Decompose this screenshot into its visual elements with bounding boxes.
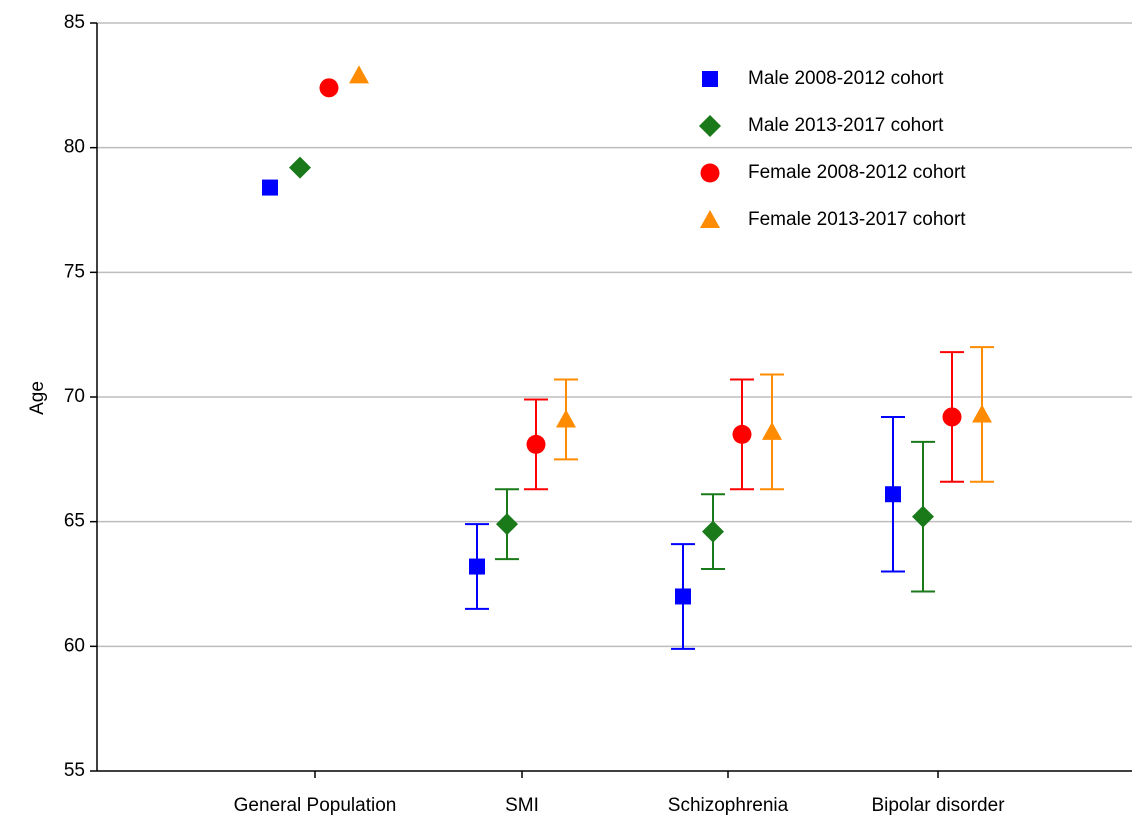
legend-item: Female 2008-2012 cohort (700, 162, 966, 183)
data-markers (262, 65, 992, 605)
x-category-label: SMI (505, 795, 539, 816)
data-point-diamond (912, 505, 934, 528)
legend-item: Male 2008-2012 cohort (702, 68, 944, 89)
data-point-diamond (289, 156, 311, 179)
data-point-square (885, 486, 901, 503)
x-category-label: Bipolar disorder (871, 795, 1005, 816)
data-point-circle (942, 407, 962, 427)
data-point-circle (526, 434, 546, 454)
data-point-square (675, 588, 691, 605)
legend-marker-square (702, 71, 718, 87)
data-point-square (469, 558, 485, 575)
legend-label: Female 2008-2012 cohort (748, 162, 966, 183)
legend-item: Female 2013-2017 cohort (700, 209, 966, 230)
x-category-labels: General Population SMI Schizophrenia Bipola… (234, 795, 1006, 816)
legend-marker-circle (700, 163, 720, 183)
error-bars (465, 346, 994, 650)
y-axis-title: Age (27, 381, 48, 415)
y-tick-label: 55 (64, 760, 85, 781)
x-category-label: Schizophrenia (668, 795, 789, 816)
y-tick-label: 60 (64, 635, 85, 656)
legend-label: Male 2008-2012 cohort (748, 68, 944, 89)
legend-label: Male 2013-2017 cohort (748, 115, 944, 136)
data-point-circle (319, 78, 339, 98)
y-tick-label: 80 (64, 137, 85, 158)
axes (90, 22, 1132, 778)
legend-marker-triangle (700, 210, 720, 228)
data-point-diamond (702, 520, 724, 543)
y-tick-label: 75 (64, 261, 85, 282)
y-tick-label: 70 (64, 386, 85, 407)
legend-marker-diamond (699, 115, 721, 137)
legend-label: Female 2013-2017 cohort (748, 209, 966, 230)
legend-item: Male 2013-2017 cohort (699, 115, 944, 137)
data-point-square (262, 179, 278, 196)
x-category-label: General Population (234, 795, 397, 816)
y-tick-label: 65 (64, 511, 85, 532)
data-point-triangle (762, 421, 782, 440)
y-tick-label: 85 (64, 12, 85, 33)
data-point-diamond (496, 513, 518, 536)
y-tick-labels: 55 60 65 70 75 80 85 (64, 12, 85, 781)
legend: Male 2008-2012 cohort Male 2013-2017 coho… (699, 68, 966, 230)
data-point-circle (732, 424, 752, 444)
data-point-triangle (972, 404, 992, 423)
data-point-triangle (556, 409, 576, 428)
data-point-triangle (349, 65, 369, 84)
gridlines (97, 22, 1132, 648)
